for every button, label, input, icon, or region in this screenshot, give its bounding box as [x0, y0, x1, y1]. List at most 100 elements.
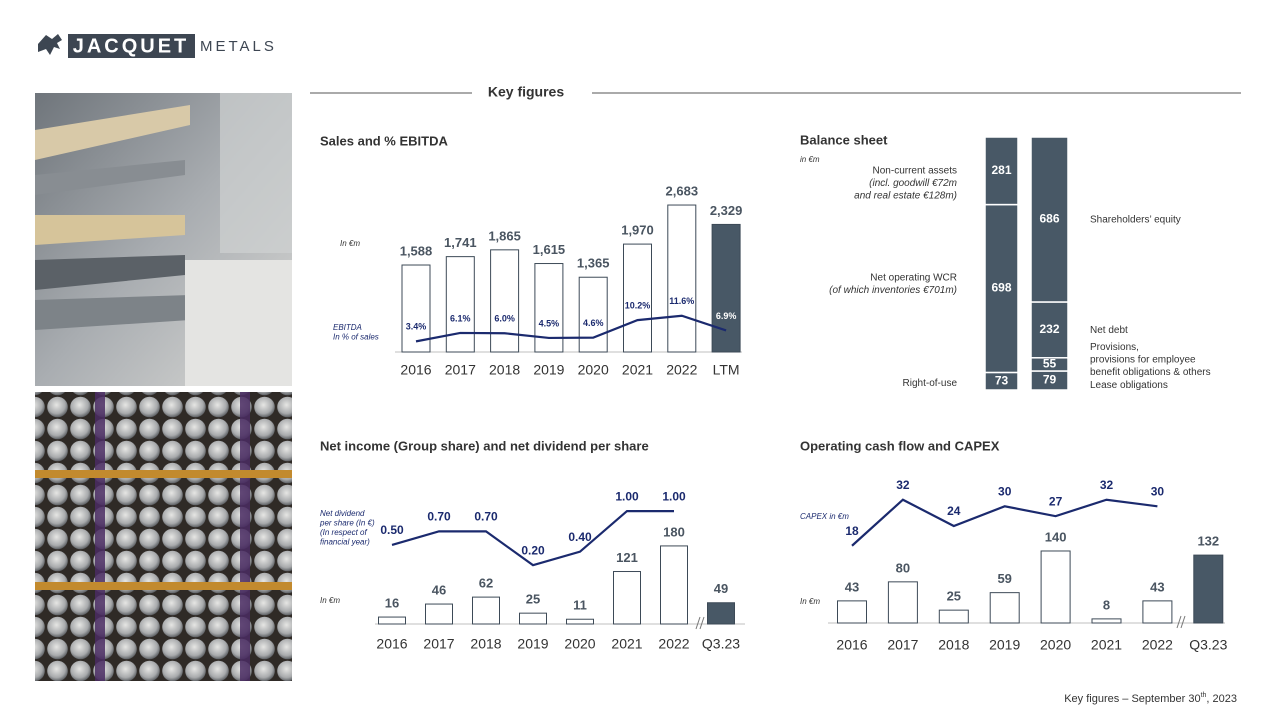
bar-value-label: 2,329 [710, 203, 743, 218]
balance-segment [1030, 301, 1069, 359]
line-legend-label: Net dividend per share (In €) (In respect … [319, 509, 375, 547]
line-value-label: 1.00 [615, 489, 639, 503]
line-legend-label-line: Net dividend [320, 509, 365, 518]
line-value-label: 24 [947, 504, 961, 518]
segment-label: Lease obligations [1090, 380, 1168, 391]
bar-value-label: 46 [432, 582, 446, 597]
logo-suffix: METALS [200, 38, 277, 55]
segment-value-label: 698 [991, 281, 1011, 295]
bar [472, 596, 500, 625]
bar-value-label: 62 [479, 576, 493, 591]
bar [837, 600, 867, 624]
segment-value-label: 281 [991, 163, 1011, 177]
bar-value-label: 1,365 [577, 256, 610, 271]
bar-value-label: 16 [385, 595, 399, 610]
segment-value-label: 73 [995, 373, 1009, 387]
bar-value-label: 132 [1197, 534, 1219, 549]
bar-value-label: 1,615 [533, 242, 566, 257]
unit-label: In €m [340, 239, 360, 248]
bar-value-label: 80 [896, 560, 910, 575]
segment-value-label: 55 [1043, 357, 1057, 371]
footer-superscript: th [1201, 692, 1207, 699]
bar-value-label: 2,683 [666, 183, 699, 198]
segment-value-label: 232 [1039, 322, 1059, 336]
x-tick-label: 2016 [376, 636, 407, 652]
photo-sheets [35, 93, 292, 386]
unit-label: In €m [800, 597, 820, 606]
segment-label: Net operating WCR (of which inventories €… [829, 272, 957, 296]
x-tick-label: 2019 [533, 362, 564, 378]
segment-label: Provisions, provisions for employee benefi… [1090, 342, 1211, 378]
line-legend-label-line: per share (In €) [319, 519, 375, 528]
chart-title: Balance sheet [800, 132, 888, 147]
segment-label-line: Lease obligations [1090, 380, 1168, 391]
line-value-label: 11.6% [669, 296, 694, 306]
x-tick-label: 2017 [887, 637, 918, 653]
section-title: Key figures [488, 84, 564, 100]
line-value-label: 0.40 [568, 530, 592, 544]
footer: Key figures – September 30th, 2023 [1064, 692, 1237, 705]
bar-value-label: 11 [573, 598, 587, 613]
x-tick-label: LTM [713, 362, 740, 378]
bar [425, 603, 453, 625]
x-tick-label: 2022 [658, 636, 689, 652]
axis-break [695, 616, 701, 630]
unit-label: In €m [320, 596, 340, 605]
bar [623, 243, 652, 353]
line-value-label: 0.70 [474, 510, 498, 524]
line-value-label: 3.4% [406, 322, 427, 332]
segment-label-line: Net debt [1090, 325, 1128, 336]
chart-title: Operating cash flow and CAPEX [800, 438, 1000, 453]
bar [445, 256, 475, 353]
x-tick-label: 2021 [611, 636, 642, 652]
bar-value-label: 1,588 [400, 243, 433, 258]
x-tick-label: 2020 [1040, 637, 1071, 653]
bar-value-label: 180 [663, 524, 685, 539]
logo-name: JACQUET [73, 35, 190, 57]
segment-label-line: Net operating WCR [870, 272, 957, 283]
line-legend-label-line: (In respect of [320, 528, 367, 537]
bar [989, 592, 1020, 624]
line [851, 498, 1158, 547]
x-tick-label: 2018 [489, 362, 520, 378]
line-value-label: 6.1% [450, 313, 471, 323]
x-tick-label: 2017 [423, 636, 454, 652]
bar-value-label: 1,970 [621, 223, 654, 238]
bar [1193, 554, 1224, 624]
bar [378, 616, 406, 625]
x-tick-label: Q3.23 [1189, 637, 1227, 653]
line-value-label: 30 [998, 484, 1012, 498]
bar-value-label: 25 [947, 589, 961, 604]
line-value-label: 27 [1049, 494, 1063, 508]
line-value-label: 0.50 [380, 523, 404, 537]
segment-label-line: (of which inventories €701m) [829, 284, 957, 295]
line-value-label: 6.9% [716, 311, 737, 321]
x-tick-label: 2020 [564, 636, 595, 652]
x-tick-label: 2021 [1091, 637, 1122, 653]
bar-value-label: 1,741 [444, 235, 477, 250]
bar-value-label: 140 [1045, 529, 1067, 544]
line-value-label: 32 [1100, 478, 1114, 492]
bar [1142, 600, 1173, 624]
bar [938, 609, 969, 624]
line-value-label: 30 [1151, 484, 1165, 498]
axis-break [1176, 615, 1182, 629]
x-tick-label: 2016 [400, 362, 431, 378]
x-tick-label: 2020 [578, 362, 609, 378]
line-legend-label-line: financial year) [320, 538, 370, 547]
bar [613, 571, 641, 625]
bar [578, 276, 608, 353]
line-value-label: 1.00 [662, 489, 686, 503]
segment-label-line: Right-of-use [903, 378, 958, 389]
line-legend-label: CAPEX in €m [800, 512, 849, 521]
bar-value-label: 43 [1150, 579, 1164, 594]
line-legend-label-line: CAPEX in €m [800, 512, 849, 521]
line-legend-label: EBITDA In % of sales [333, 323, 379, 342]
segment-label-line: Shareholders’ equity [1090, 214, 1181, 225]
bar-value-label: 25 [526, 592, 540, 607]
segment-label-line: benefit obligations & others [1090, 367, 1211, 378]
segment-value-label: 79 [1043, 373, 1057, 387]
line [415, 314, 727, 343]
bar [519, 612, 547, 625]
